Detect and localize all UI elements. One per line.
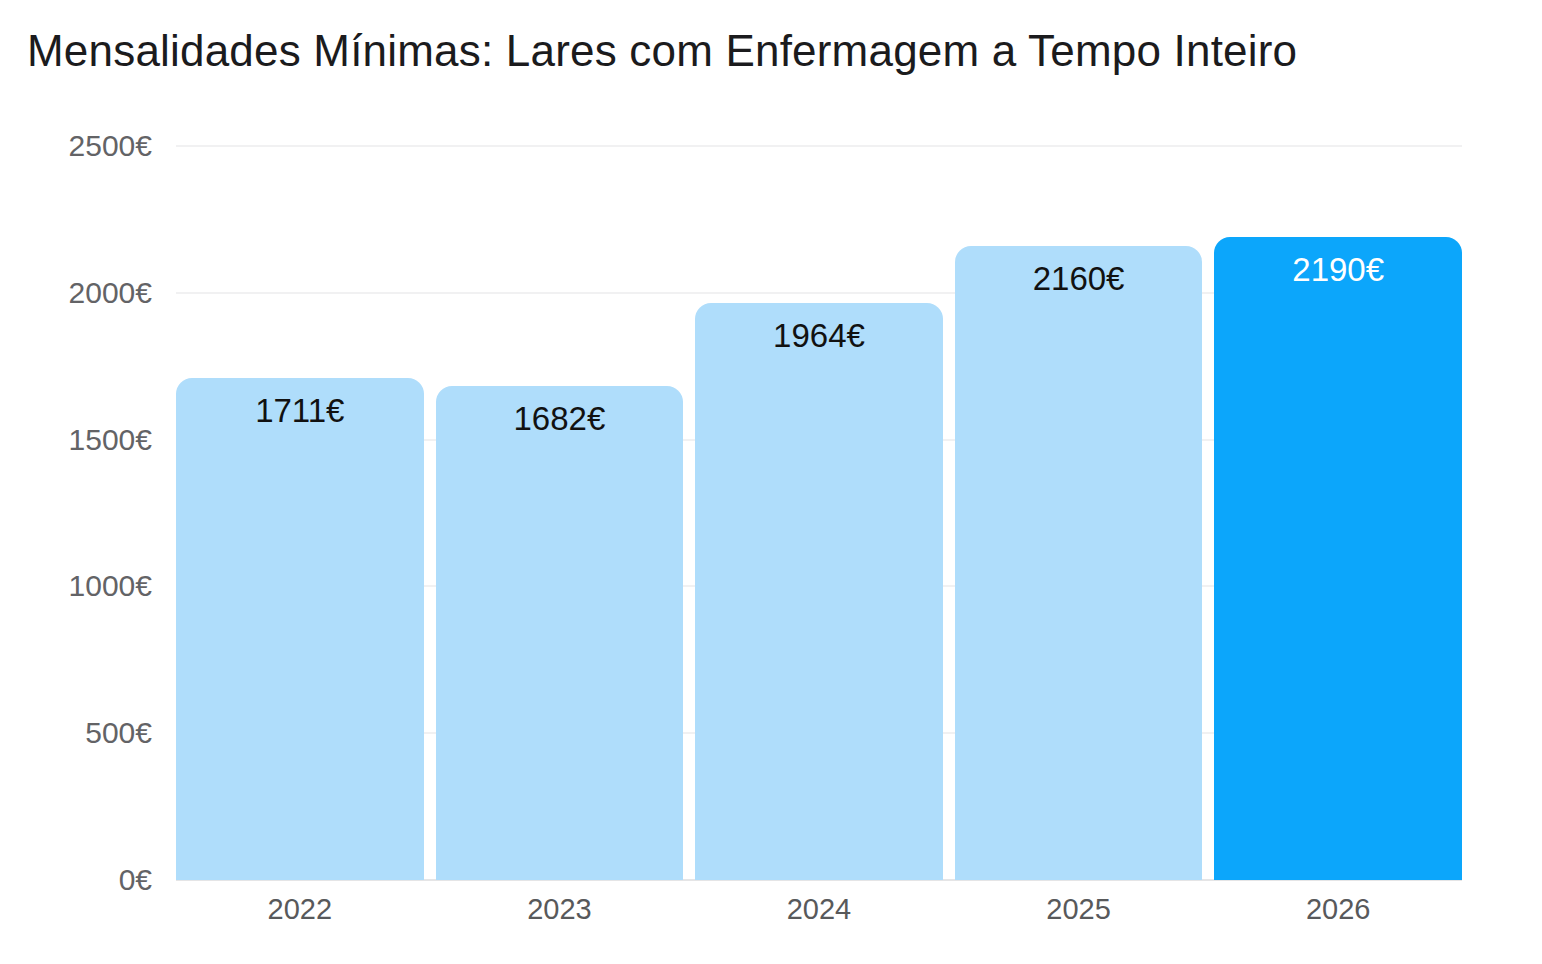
- bar-2023: 1682€: [436, 386, 684, 880]
- bar-2025: 2160€: [955, 246, 1203, 880]
- chart-title: Mensalidades Mínimas: Lares com Enfermag…: [27, 26, 1297, 76]
- bar-value-label-2024: 1964€: [695, 303, 943, 356]
- plot-area: 1711€1682€1964€2160€2190€: [176, 146, 1462, 880]
- bar-value-label-2023: 1682€: [436, 386, 684, 439]
- y-axis-labels: 0€500€1000€1500€2000€2500€: [0, 146, 152, 880]
- y-tick-label-1000: 1000€: [69, 571, 152, 601]
- y-tick-label-2000: 2000€: [69, 278, 152, 308]
- bars: 1711€1682€1964€2160€2190€: [176, 146, 1462, 880]
- chart-canvas: Mensalidades Mínimas: Lares com Enfermag…: [0, 0, 1542, 964]
- y-tick-label-2500: 2500€: [69, 131, 152, 161]
- bar-value-label-2026: 2190€: [1214, 237, 1462, 290]
- x-tick-label-2026: 2026: [1214, 892, 1462, 927]
- bar-value-label-2025: 2160€: [955, 246, 1203, 299]
- bar-2022: 1711€: [176, 378, 424, 880]
- bar-2024: 1964€: [695, 303, 943, 880]
- y-tick-label-1500: 1500€: [69, 425, 152, 455]
- x-tick-label-2025: 2025: [955, 892, 1203, 927]
- bar-2026: 2190€: [1214, 237, 1462, 880]
- x-tick-label-2023: 2023: [436, 892, 684, 927]
- x-tick-label-2024: 2024: [695, 892, 943, 927]
- x-tick-label-2022: 2022: [176, 892, 424, 927]
- x-axis-labels: 2022 2023 2024 2025 2026: [176, 892, 1462, 927]
- bar-value-label-2022: 1711€: [176, 378, 424, 431]
- y-tick-label-500: 500€: [85, 718, 152, 748]
- y-tick-label-0: 0€: [119, 865, 152, 895]
